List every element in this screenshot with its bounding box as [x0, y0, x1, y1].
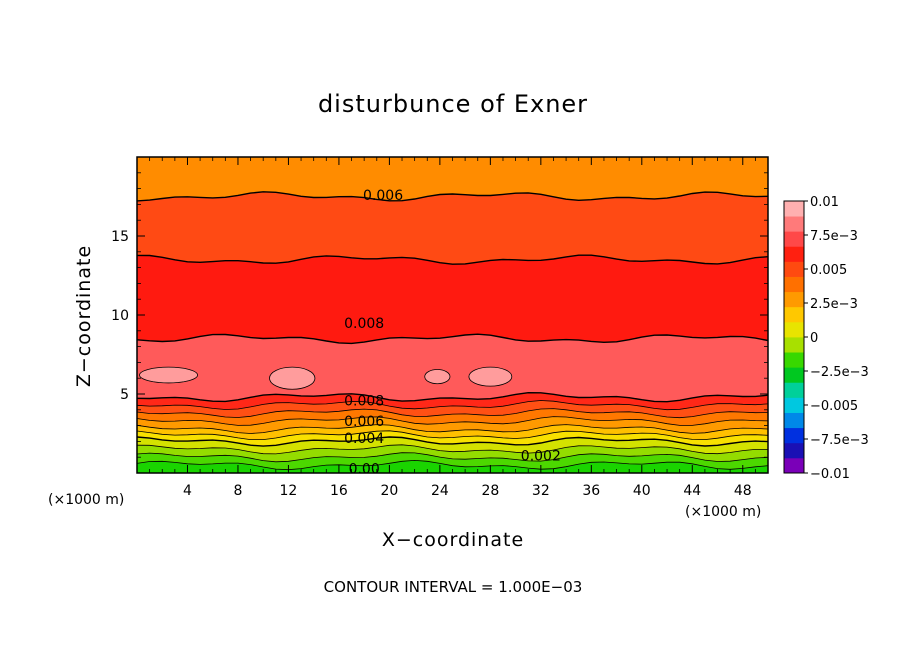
colorbar-label: 2.5e−3 — [810, 297, 858, 312]
y-tick-label: 10 — [111, 308, 129, 324]
contour-line — [137, 416, 768, 426]
chart-title: disturbunce of Exner — [318, 90, 588, 118]
colorbar-swatch — [784, 412, 804, 429]
contour-interval-note: CONTOUR INTERVAL = 1.000E−03 — [324, 578, 583, 596]
colorbar: 0.01 7.5e−3 0.005 2.5e−3 0 −2.5e−3 −0.005 −7.5e… — [783, 195, 869, 482]
contour-line — [137, 424, 768, 434]
contour-line — [137, 391, 768, 403]
colorbar-label: 0 — [810, 331, 818, 346]
colorbar-label: −2.5e−3 — [810, 365, 869, 380]
x-tick-label: 4 — [183, 483, 192, 499]
colorbar-label: −7.5e−3 — [810, 433, 869, 448]
contour-band — [137, 191, 768, 265]
contour-line — [137, 254, 768, 265]
contour-band — [137, 254, 768, 344]
colorbar-swatch — [784, 367, 804, 383]
x-tick-label: 48 — [734, 483, 752, 499]
y-axis-label: Z−coordinate — [73, 245, 95, 387]
colorbar-swatch — [784, 246, 804, 262]
colorbar-swatch — [784, 352, 804, 368]
colorbar-swatch — [784, 216, 804, 232]
x-tick-label: 20 — [380, 483, 398, 499]
contour-bands — [137, 157, 768, 473]
max-region — [269, 366, 316, 390]
x-axis: 4 8 12 16 20 24 28 32 36 40 44 48 — [149, 157, 756, 499]
colorbar-swatch — [784, 442, 804, 459]
colorbar-swatch — [784, 201, 804, 217]
contour-label: 0.008 — [344, 316, 384, 332]
colorbar-swatch — [784, 427, 804, 444]
x-tick-label: 36 — [582, 483, 600, 499]
y-axis: 5 10 15 — [111, 172, 768, 458]
contour-line — [137, 408, 768, 419]
y-tick-label: 15 — [111, 229, 129, 245]
x-tick-label: 32 — [532, 483, 550, 499]
contour-label: 0.008 — [344, 393, 384, 409]
colorbar-label: 0.005 — [810, 263, 847, 278]
max-region — [424, 369, 451, 385]
contour-line — [137, 333, 768, 345]
y-tick-label: 5 — [120, 387, 129, 403]
x-tick-label: 44 — [683, 483, 701, 499]
colorbar-label: 0.01 — [810, 195, 839, 210]
x-unit-right: (×1000 m) — [685, 504, 761, 520]
contour-line — [137, 430, 768, 441]
colorbar-swatch — [784, 382, 804, 398]
contour-line — [137, 191, 768, 202]
contour-line — [137, 400, 768, 411]
colorbar-swatch — [784, 291, 804, 308]
x-tick-label: 8 — [233, 483, 242, 499]
x-tick-label: 40 — [633, 483, 651, 499]
x-tick-label: 24 — [431, 483, 449, 499]
colorbar-swatch — [784, 321, 804, 338]
max-region — [139, 366, 198, 384]
x-axis-label: X−coordinate — [382, 529, 524, 551]
max-region — [468, 366, 513, 387]
contour-label: 0.004 — [344, 431, 384, 447]
contour-label: 0.006 — [344, 414, 384, 430]
colorbar-swatch — [784, 261, 804, 277]
contour-line — [137, 444, 768, 455]
contour-line — [137, 459, 768, 471]
colorbar-swatch — [784, 337, 804, 353]
contour-line — [137, 452, 768, 463]
contour-label: 0.002 — [521, 449, 561, 465]
x-tick-label: 12 — [280, 483, 298, 499]
x-tick-label: 16 — [330, 483, 348, 499]
colorbar-label: −0.01 — [810, 467, 850, 482]
colorbar-swatch — [784, 457, 804, 474]
colorbar-swatch — [784, 306, 804, 323]
x-tick-label: 28 — [481, 483, 499, 499]
x-unit-left: (×1000 m) — [48, 492, 124, 508]
contour-label: 0.006 — [363, 188, 403, 204]
contour-line — [137, 436, 768, 447]
colorbar-label: 7.5e−3 — [810, 229, 858, 244]
colorbar-swatch — [784, 231, 804, 247]
contour-lines — [137, 191, 768, 471]
contour-band — [137, 333, 768, 403]
colorbar-swatch — [784, 276, 804, 293]
colorbar-swatch — [784, 397, 804, 413]
colorbar-label: −0.005 — [810, 399, 858, 414]
